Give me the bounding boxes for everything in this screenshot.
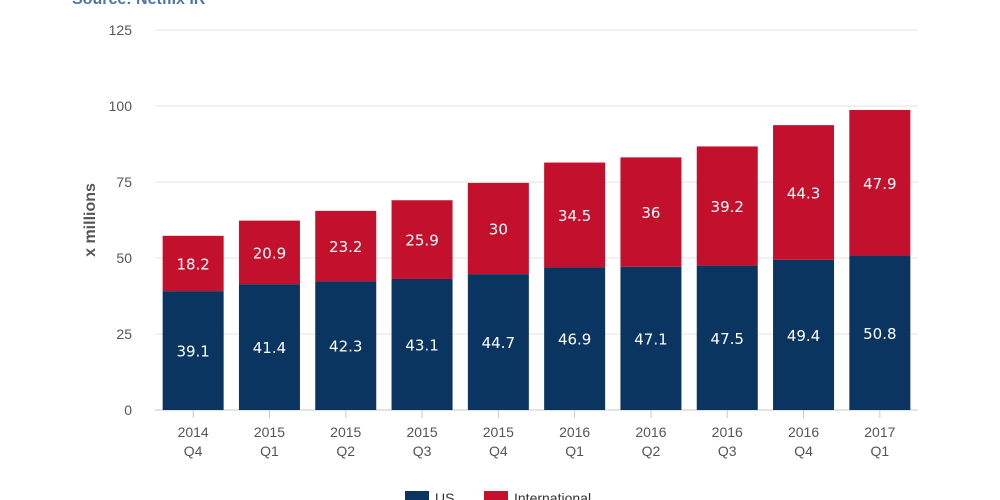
bar-segment-international xyxy=(162,235,224,292)
x-tick-label-quarter: Q4 xyxy=(794,443,813,459)
bar-segment-international xyxy=(849,109,911,256)
data-label: 36 xyxy=(641,204,660,222)
data-label: 34.5 xyxy=(558,207,591,225)
legend-swatch-international xyxy=(484,491,508,500)
x-tick-label-quarter: Q2 xyxy=(336,443,355,459)
bar-segment-international xyxy=(773,125,835,260)
data-label: 39.1 xyxy=(176,343,209,361)
x-tick-label-quarter: Q4 xyxy=(184,443,203,459)
bar-segment-international xyxy=(391,200,453,279)
x-tick-label-year: 2015 xyxy=(406,424,437,440)
chart-source: Source: Netflix IR xyxy=(72,0,205,9)
x-tick-label-quarter: Q3 xyxy=(718,443,737,459)
bar-segment-us xyxy=(620,266,682,410)
x-tick-label-quarter: Q1 xyxy=(871,443,890,459)
y-tick-label: 50 xyxy=(116,250,132,266)
bar-segment-us xyxy=(238,284,300,410)
bar-segment-international xyxy=(467,182,529,275)
bar-segment-international xyxy=(315,210,377,282)
data-label: 18.2 xyxy=(176,255,209,273)
x-tick-label-year: 2016 xyxy=(635,424,666,440)
x-tick-label-year: 2015 xyxy=(330,424,361,440)
x-tick-label-year: 2015 xyxy=(254,424,285,440)
x-tick-label-year: 2014 xyxy=(178,424,209,440)
data-label: 50.8 xyxy=(863,325,896,343)
x-tick-label-year: 2017 xyxy=(864,424,895,440)
bar-segment-international xyxy=(238,220,300,285)
bar-segment-us xyxy=(544,267,606,410)
bars: 39.1 18.2 41.4 20.9 42.3 23.2 43.1 25.9 44.7 30 46… xyxy=(162,109,911,410)
legend: US International xyxy=(405,490,591,500)
y-axis-ticks: 0 25 50 75 100 125 xyxy=(109,22,133,418)
x-axis-categories: 2014 Q4 2015 Q1 2015 Q2 2015 Q3 2015 Q4 2016 Q1 2016… xyxy=(178,410,896,459)
data-label: 47.5 xyxy=(711,330,744,348)
data-label: 44.3 xyxy=(787,184,820,202)
x-tick-label-quarter: Q3 xyxy=(413,443,432,459)
bar-segment-international xyxy=(696,146,758,266)
x-tick-label-year: 2016 xyxy=(559,424,590,440)
bar-segment-international xyxy=(544,162,606,268)
legend-swatch-us xyxy=(405,491,429,500)
data-label: 44.7 xyxy=(482,334,515,352)
data-label: 39.2 xyxy=(711,198,744,216)
bar-segment-international xyxy=(620,157,682,267)
bar-segment-us xyxy=(467,274,529,410)
data-label: 42.3 xyxy=(329,338,362,356)
legend-label-us: US xyxy=(435,490,454,500)
data-label: 30 xyxy=(489,221,508,239)
bar-segment-us xyxy=(391,278,453,410)
y-tick-label: 125 xyxy=(109,22,133,38)
data-label: 20.9 xyxy=(253,244,286,262)
bar-segment-us xyxy=(696,265,758,410)
data-label: 43.1 xyxy=(405,336,438,354)
x-tick-label-quarter: Q1 xyxy=(260,443,279,459)
bar-segment-us xyxy=(773,259,835,410)
data-label: 46.9 xyxy=(558,331,591,349)
x-tick-label-year: 2016 xyxy=(788,424,819,440)
y-tick-label: 75 xyxy=(116,174,132,190)
y-tick-label: 25 xyxy=(116,326,132,342)
x-tick-label-quarter: Q1 xyxy=(565,443,584,459)
bar-segment-us xyxy=(162,291,224,410)
data-label: 49.4 xyxy=(787,327,820,345)
y-tick-label: 0 xyxy=(124,402,132,418)
x-tick-label-year: 2015 xyxy=(483,424,514,440)
data-label: 23.2 xyxy=(329,238,362,256)
y-tick-label: 100 xyxy=(109,98,133,114)
bar-segment-us xyxy=(849,255,911,410)
legend-label-international: International xyxy=(514,490,591,500)
bar-segment-us xyxy=(315,281,377,410)
y-axis-label: x millions xyxy=(82,183,99,257)
x-tick-label-year: 2016 xyxy=(712,424,743,440)
x-tick-label-quarter: Q2 xyxy=(642,443,661,459)
x-tick-label-quarter: Q4 xyxy=(489,443,508,459)
data-label: 41.4 xyxy=(253,339,286,357)
data-label: 25.9 xyxy=(405,232,438,250)
data-label: 47.1 xyxy=(634,330,667,348)
data-label: 47.9 xyxy=(863,175,896,193)
